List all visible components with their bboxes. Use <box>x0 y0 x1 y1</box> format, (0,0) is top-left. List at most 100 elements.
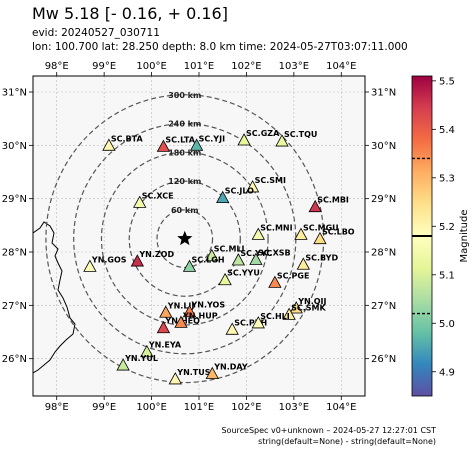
station-marker: SC.LBO <box>313 228 355 245</box>
station-marker: SC.SMI <box>245 176 286 193</box>
station-marker: SC.XCE <box>133 191 174 208</box>
epicenter-star-icon <box>177 230 193 246</box>
footer-software: SourceSpec v0+unknown – 2024-05-27 12:27… <box>221 426 436 435</box>
station-label: YN.LIJ <box>167 301 195 310</box>
lat-tick-label-right: 31°N <box>371 88 396 99</box>
colorbar-label: Magnitude <box>459 210 470 263</box>
range-ring <box>100 151 269 326</box>
range-ring-label: 120 km <box>168 177 201 186</box>
station-label: SC.SMK <box>291 303 326 312</box>
station-marker: YN.LIJ <box>159 301 195 318</box>
station-label: SC.BYD <box>305 253 338 262</box>
lon-tick-label-top: 101°E <box>184 61 214 72</box>
station-label: YN.HUP <box>182 311 218 320</box>
station-triangle-icon <box>313 231 327 245</box>
lon-tick-label-top: 102°E <box>231 61 261 72</box>
lon-tick-label-bottom: 101°E <box>184 402 214 413</box>
station-marker: SC.YYU <box>218 269 260 286</box>
range-ring-label: 60 km <box>171 206 199 215</box>
station-label: YN.DAY <box>213 363 248 372</box>
station-triangle-icon <box>245 180 260 193</box>
station-triangle-icon <box>140 344 154 358</box>
station-marker: YN.YUL <box>116 354 158 371</box>
station-triangle-icon <box>268 275 282 288</box>
station-marker: SC.LTA <box>156 135 196 152</box>
station-triangle-icon <box>156 139 171 152</box>
station-label: YN.YOS <box>191 301 226 310</box>
station-triangle-icon <box>102 138 116 151</box>
station-label: SC.LGH <box>192 255 225 264</box>
station-label: SC.GZA <box>246 129 280 138</box>
station-triangle-icon <box>156 320 171 334</box>
station-label: SC.BTA <box>111 134 144 143</box>
station-triangle-icon <box>182 304 197 318</box>
range-ring-label: 180 km <box>168 148 201 157</box>
station-label: SC.XSB <box>258 248 291 257</box>
station-label: SC.XCE <box>142 191 174 200</box>
station-triangle-icon <box>294 227 308 240</box>
station-triangle-icon <box>282 307 296 320</box>
station-triangle-icon <box>218 272 232 286</box>
station-triangle-icon <box>133 195 147 208</box>
lat-tick-label-left: 28°N <box>2 248 27 259</box>
station-marker: SC.BYD <box>296 253 338 270</box>
footer-config: string(default=None) - string(default=No… <box>258 437 436 446</box>
colorbar-tick-label: 5.1 <box>439 270 455 281</box>
range-ring <box>156 209 214 269</box>
station-triangle-icon <box>130 254 145 267</box>
colorbar-tick-label: 5.3 <box>439 173 455 184</box>
station-marker: SC.MGU <box>294 223 339 240</box>
station-marker: SC.BTA <box>102 134 144 151</box>
station-marker: YN.QIJ <box>289 297 327 314</box>
station-label: SC.MBI <box>317 196 349 205</box>
range-ring-label: 300 km <box>168 91 201 100</box>
station-triangle-icon <box>251 227 265 240</box>
station-marker: SC.MNI <box>251 223 293 240</box>
station-label: SC.MNI <box>260 223 292 232</box>
station-marker: SC.JLO <box>216 187 254 203</box>
station-marker: SC.MLI <box>205 245 245 262</box>
station-marker: YN.HUP <box>174 311 218 328</box>
station-marker: SC.SMK <box>282 303 327 320</box>
station-triangle-icon <box>275 134 289 147</box>
lon-tick-label-bottom: 103°E <box>279 402 309 413</box>
station-triangle-icon <box>308 199 322 213</box>
station-label: YN.ZOD <box>138 250 174 259</box>
station-triangle-icon <box>205 366 219 379</box>
station-label: SC.LBO <box>322 228 355 237</box>
colorbar-tick-label: 5.4 <box>439 125 455 136</box>
station-marker: SC.YJI <box>189 134 225 151</box>
station-label: SC.HLI <box>260 312 289 321</box>
lat-tick-label-left: 29°N <box>2 194 27 205</box>
station-marker: SC.PZH <box>225 318 267 335</box>
lon-tick-label-top: 104°E <box>326 61 356 72</box>
lon-tick-label-bottom: 100°E <box>136 402 166 413</box>
lat-tick-label-right: 30°N <box>371 141 396 152</box>
station-triangle-icon <box>159 305 173 318</box>
lon-tick-label-top: 99°E <box>92 61 116 72</box>
station-label: YN.YUL <box>124 354 158 363</box>
station-triangle-icon <box>216 190 230 203</box>
event-id: evid: 20240527_030711 <box>32 27 160 39</box>
station-label: SC.PGE <box>277 271 310 280</box>
station-label: YN.QIJ <box>297 297 326 306</box>
lat-tick-label-right: 26°N <box>371 354 396 365</box>
station-triangle-icon <box>205 248 219 262</box>
station-triangle-icon <box>225 322 239 335</box>
station-marker: SC.HLI <box>251 312 290 329</box>
lon-tick-label-bottom: 102°E <box>231 402 261 413</box>
plot-title: Mw 5.18 [- 0.16, + 0.16] <box>32 4 228 23</box>
country-border <box>33 221 76 374</box>
lon-tick-label-bottom: 104°E <box>326 402 356 413</box>
station-triangle-icon <box>296 257 311 270</box>
station-triangle-icon <box>237 133 251 146</box>
station-marker: YN.YOS <box>182 301 226 318</box>
station-marker: SC.LGH <box>182 255 225 272</box>
station-marker: YN.DAY <box>205 363 248 379</box>
station-triangle-icon <box>116 358 130 371</box>
station-triangle-icon <box>168 372 182 385</box>
station-triangle-icon <box>174 315 188 328</box>
colorbar-tick-label: 5.2 <box>439 222 455 233</box>
station-label: SC.YJI <box>199 134 225 143</box>
station-triangle-icon <box>83 259 97 272</box>
